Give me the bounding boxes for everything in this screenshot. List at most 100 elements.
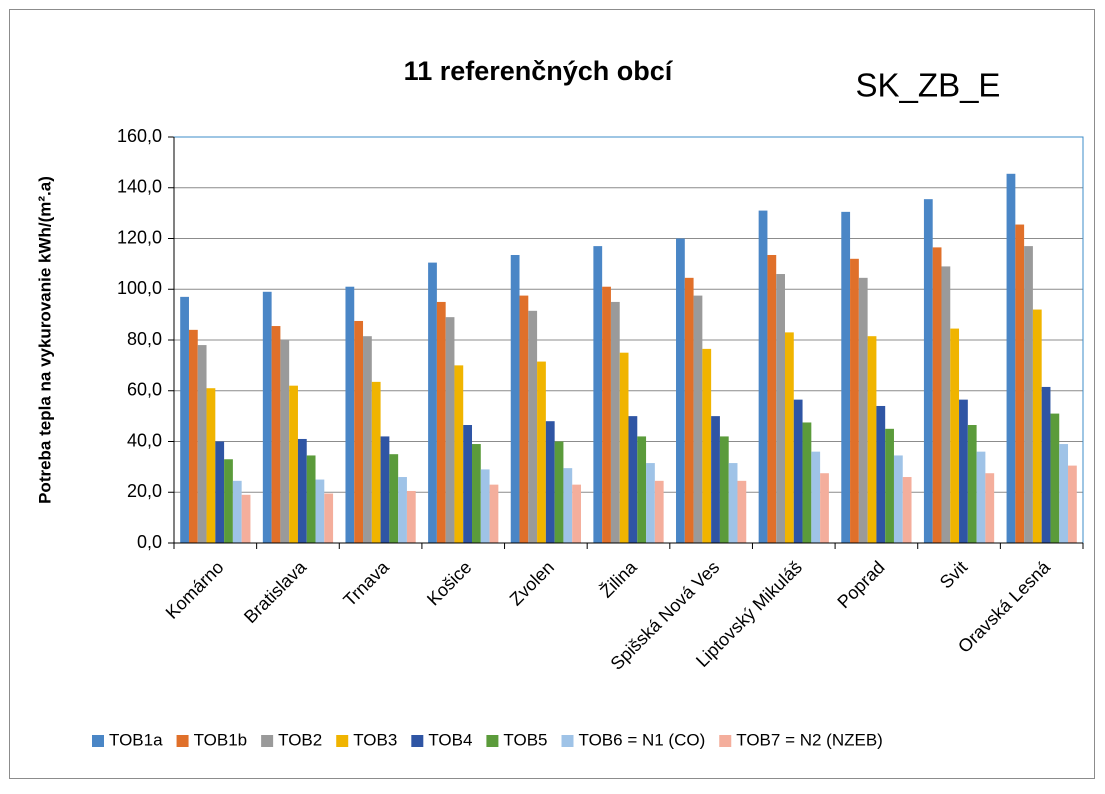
bar bbox=[637, 436, 647, 543]
bar bbox=[841, 211, 851, 543]
bar bbox=[510, 254, 520, 543]
bar bbox=[593, 246, 603, 544]
bar bbox=[628, 416, 638, 543]
bar bbox=[315, 479, 325, 543]
bar bbox=[1068, 465, 1077, 543]
bar bbox=[684, 277, 694, 543]
bar bbox=[885, 428, 894, 543]
bar bbox=[436, 301, 446, 543]
bar bbox=[858, 277, 868, 543]
bar bbox=[932, 247, 942, 543]
bar bbox=[297, 438, 307, 543]
bar bbox=[224, 459, 233, 543]
bar bbox=[1050, 413, 1060, 543]
bar bbox=[676, 238, 685, 543]
bar bbox=[572, 484, 581, 543]
bar bbox=[371, 381, 381, 543]
bar bbox=[537, 361, 546, 543]
bar bbox=[959, 399, 968, 543]
bar bbox=[941, 266, 951, 543]
bar bbox=[758, 210, 768, 543]
y-axis-title: Potreba tepla na vykurovanie kWh/(m².a) bbox=[35, 176, 54, 504]
y-tick-label: 60,0 bbox=[127, 380, 162, 400]
bar bbox=[820, 473, 829, 543]
bar bbox=[876, 405, 886, 543]
bar bbox=[737, 480, 747, 543]
bar bbox=[893, 455, 903, 543]
bar bbox=[241, 494, 251, 543]
bar bbox=[776, 274, 785, 543]
bar bbox=[463, 425, 473, 543]
bar bbox=[646, 463, 655, 543]
legend-label: TOB6 = N1 (CO) bbox=[579, 730, 706, 749]
legend-swatch bbox=[486, 735, 499, 747]
y-tick-label: 40,0 bbox=[127, 430, 162, 450]
bar bbox=[1041, 386, 1051, 543]
bar bbox=[454, 365, 464, 543]
bar bbox=[480, 469, 490, 543]
bar bbox=[784, 332, 794, 543]
bar bbox=[445, 317, 455, 543]
y-tick-label: 0,0 bbox=[137, 532, 162, 552]
y-tick-label: 20,0 bbox=[127, 481, 162, 501]
bar bbox=[232, 480, 242, 543]
bar bbox=[1032, 309, 1042, 543]
bar bbox=[1059, 444, 1069, 543]
bar bbox=[545, 421, 555, 543]
legend-swatch bbox=[176, 735, 189, 747]
bar bbox=[902, 477, 912, 543]
bar bbox=[188, 329, 198, 543]
bar bbox=[406, 490, 416, 543]
bar bbox=[619, 352, 629, 543]
chart-subtitle: SK_ZB_E bbox=[856, 67, 1001, 104]
bar bbox=[354, 320, 364, 543]
bar bbox=[389, 454, 399, 543]
bar bbox=[923, 199, 933, 543]
legend-swatch bbox=[411, 735, 424, 747]
bar bbox=[280, 340, 290, 543]
bar bbox=[711, 416, 720, 543]
legend-label: TOB7 = N2 (NZEB) bbox=[736, 730, 883, 749]
bar bbox=[306, 455, 316, 543]
bar bbox=[767, 254, 777, 543]
bar bbox=[519, 295, 529, 543]
legend-swatch bbox=[92, 735, 104, 747]
bar bbox=[428, 262, 437, 543]
bar bbox=[215, 441, 225, 543]
bar bbox=[793, 399, 803, 543]
legend-swatch bbox=[261, 735, 274, 747]
legend-label: TOB3 bbox=[353, 730, 397, 749]
bar bbox=[345, 286, 355, 543]
legend-label: TOB4 bbox=[428, 730, 472, 749]
bar bbox=[654, 480, 664, 543]
bar bbox=[802, 422, 812, 543]
y-tick-label: 160,0 bbox=[117, 126, 162, 146]
bar bbox=[850, 258, 859, 543]
bar bbox=[180, 296, 189, 543]
bar bbox=[289, 385, 298, 543]
bar bbox=[967, 425, 977, 543]
y-tick-label: 120,0 bbox=[117, 227, 162, 247]
legend-label: TOB1a bbox=[109, 730, 163, 749]
y-tick-label: 140,0 bbox=[117, 177, 162, 197]
bar bbox=[324, 493, 334, 543]
bar bbox=[985, 473, 995, 543]
bar bbox=[1024, 246, 1033, 544]
legend-swatch bbox=[561, 735, 574, 747]
bar bbox=[719, 436, 729, 543]
bar bbox=[398, 477, 407, 543]
bar bbox=[363, 336, 372, 543]
bar bbox=[271, 326, 281, 543]
bar bbox=[528, 310, 538, 543]
bar bbox=[950, 328, 960, 543]
bar bbox=[489, 484, 499, 543]
bar bbox=[472, 444, 481, 543]
bar bbox=[976, 451, 986, 543]
bar bbox=[262, 291, 272, 543]
legend-swatch bbox=[336, 735, 349, 747]
bar bbox=[380, 436, 390, 543]
bar bbox=[563, 468, 573, 543]
bar bbox=[1006, 173, 1016, 543]
bar bbox=[728, 463, 738, 543]
